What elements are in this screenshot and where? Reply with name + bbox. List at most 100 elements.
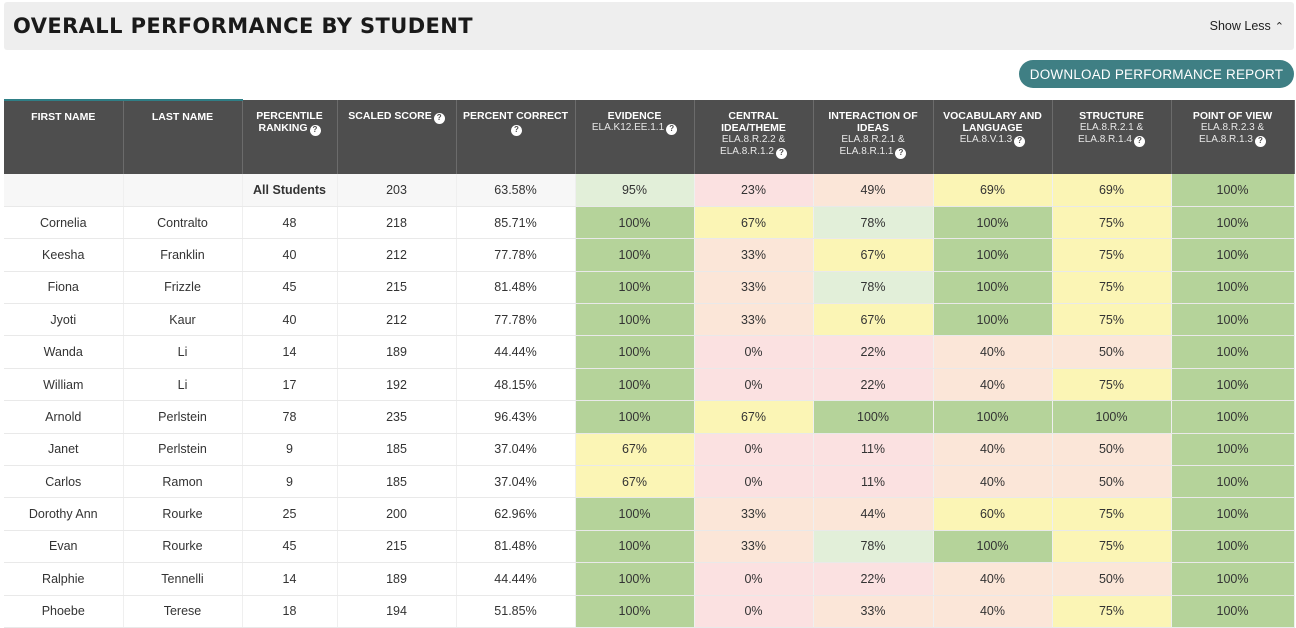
column-header[interactable]: VOCABULARY AND LANGUAGE ELA.8.V.1.3?	[933, 100, 1053, 174]
skill-score-cell: 100%	[1171, 271, 1295, 305]
first-name-cell[interactable]: Phoebe	[4, 595, 124, 628]
scaled-score-cell: 200	[337, 497, 457, 531]
column-header[interactable]: LAST NAME	[123, 99, 243, 174]
skill-score-cell: 100%	[1171, 206, 1295, 240]
first-name-cell[interactable]: William	[4, 368, 124, 402]
download-report-button[interactable]: DOWNLOAD PERFORMANCE REPORT	[1019, 60, 1294, 88]
last-name-cell[interactable]: Kaur	[123, 303, 243, 337]
column-header-label: CENTRAL IDEA/THEME	[721, 110, 786, 134]
skill-score-cell: 100%	[575, 206, 695, 240]
help-icon[interactable]: ?	[309, 124, 321, 136]
help-icon[interactable]: ?	[666, 123, 678, 135]
skill-score-cell: 22%	[813, 335, 934, 369]
column-header-label: POINT OF VIEW	[1192, 110, 1273, 122]
last-name-cell[interactable]: Contralto	[123, 206, 243, 240]
last-name-cell[interactable]: Ramon	[123, 465, 243, 499]
skill-score-cell: 100%	[575, 238, 695, 272]
column-header-standard: ELA.8.R.2.3 & ELA.8.R.1.3?	[1199, 122, 1266, 147]
last-name-cell[interactable]: Terese	[123, 595, 243, 628]
first-name-cell[interactable]: Fiona	[4, 271, 124, 305]
percentile-cell: 14	[242, 335, 338, 369]
scaled-score-cell: 235	[337, 400, 457, 434]
show-less-toggle[interactable]: Show Less ⌃	[1210, 19, 1284, 33]
last-name-cell[interactable]: Franklin	[123, 238, 243, 272]
skill-score-cell: 23%	[694, 174, 814, 207]
skill-score-cell: 33%	[694, 303, 814, 337]
first-name-cell[interactable]: Cornelia	[4, 206, 124, 240]
column-header[interactable]: FIRST NAME	[4, 99, 124, 174]
column-header-standard: ELA.8.R.2.2 & ELA.8.R.1.2?	[720, 134, 787, 159]
last-name-cell[interactable]: Rourke	[123, 497, 243, 531]
help-icon[interactable]: ?	[433, 112, 445, 124]
first-name-cell[interactable]: Evan	[4, 530, 124, 564]
skill-score-cell: 69%	[1052, 174, 1172, 207]
help-icon[interactable]: ?	[775, 147, 787, 159]
scaled-score-cell: 203	[337, 174, 457, 207]
column-header[interactable]: PERCENTILE RANKING?	[242, 100, 338, 174]
percent-correct-cell: 77.78%	[456, 303, 576, 337]
column-header[interactable]: SCALED SCORE?	[337, 100, 457, 174]
percent-correct-cell: 44.44%	[456, 562, 576, 596]
skill-score-cell: 40%	[933, 335, 1053, 369]
skill-score-cell: 75%	[1052, 206, 1172, 240]
last-name-cell[interactable]: Tennelli	[123, 562, 243, 596]
percent-correct-cell: 37.04%	[456, 433, 576, 467]
percentile-cell: 40	[242, 238, 338, 272]
last-name-cell[interactable]: Perlstein	[123, 400, 243, 434]
skill-score-cell: 69%	[933, 174, 1053, 207]
skill-score-cell: 67%	[813, 303, 934, 337]
skill-score-cell: 67%	[813, 238, 934, 272]
skill-score-cell: 50%	[1052, 335, 1172, 369]
help-icon[interactable]: ?	[895, 147, 907, 159]
first-name-cell[interactable]: Dorothy Ann	[4, 497, 124, 531]
percentile-cell: 40	[242, 303, 338, 337]
skill-score-cell: 33%	[694, 530, 814, 564]
scaled-score-cell: 218	[337, 206, 457, 240]
help-icon[interactable]: ?	[511, 124, 522, 136]
skill-score-cell: 100%	[933, 400, 1053, 434]
column-header[interactable]: INTERACTION OF IDEAS ELA.8.R.2.1 & ELA.8.…	[813, 100, 934, 174]
summary-row: All Students 203 63.58% 95% 23% 49% 69% 69% 100%	[4, 174, 1295, 207]
last-name-cell[interactable]: Frizzle	[123, 271, 243, 305]
percentile-cell: 9	[242, 465, 338, 499]
column-header[interactable]: EVIDENCE ELA.K12.EE.1.1?	[575, 100, 695, 174]
last-name-cell[interactable]: Rourke	[123, 530, 243, 564]
help-icon[interactable]: ?	[1254, 135, 1266, 147]
chevron-up-icon: ⌃	[1274, 20, 1284, 33]
last-name-cell[interactable]: Li	[123, 335, 243, 369]
first-name-cell[interactable]: Janet	[4, 433, 124, 467]
table-row: William Li 17 192 48.15% 100% 0% 22% 40% 75% 100%	[4, 368, 1295, 402]
help-icon[interactable]: ?	[1133, 135, 1145, 147]
skill-score-cell: 11%	[813, 433, 934, 467]
skill-score-cell: 95%	[575, 174, 695, 207]
skill-score-cell: 100%	[575, 303, 695, 337]
first-name-cell[interactable]: Wanda	[4, 335, 124, 369]
table-row: Cornelia Contralto 48 218 85.71% 100% 67% 78% 10…	[4, 206, 1295, 240]
skill-score-cell: 50%	[1052, 562, 1172, 596]
first-name-cell[interactable]: Carlos	[4, 465, 124, 499]
skill-score-cell: 40%	[933, 433, 1053, 467]
skill-score-cell: 44%	[813, 497, 934, 531]
column-header[interactable]: POINT OF VIEW ELA.8.R.2.3 & ELA.8.R.1.3?	[1171, 100, 1295, 174]
first-name-cell[interactable]: Arnold	[4, 400, 124, 434]
skill-score-cell: 50%	[1052, 465, 1172, 499]
first-name-cell[interactable]: Keesha	[4, 238, 124, 272]
column-header[interactable]: STRUCTURE ELA.8.R.2.1 & ELA.8.R.1.4?	[1052, 100, 1172, 174]
skill-score-cell: 67%	[694, 206, 814, 240]
skill-score-cell: 78%	[813, 530, 934, 564]
last-name-cell[interactable]: Perlstein	[123, 433, 243, 467]
table-row: Jyoti Kaur 40 212 77.78% 100% 33% 67% 100% 75% 100…	[4, 303, 1295, 337]
column-header[interactable]: PERCENT CORRECT?	[456, 100, 576, 174]
percent-correct-cell: 62.96%	[456, 497, 576, 531]
first-name-cell[interactable]: Ralphie	[4, 562, 124, 596]
table-row: Arnold Perlstein 78 235 96.43% 100% 67% 100% 100…	[4, 400, 1295, 434]
column-header-standard: ELA.8.R.2.1 & ELA.8.R.1.1?	[839, 134, 907, 159]
percentile-cell: 25	[242, 497, 338, 531]
last-name-cell[interactable]: Li	[123, 368, 243, 402]
percent-correct-cell: 51.85%	[456, 595, 576, 628]
skill-score-cell: 50%	[1052, 433, 1172, 467]
help-icon[interactable]: ?	[1014, 135, 1026, 147]
first-name-cell[interactable]: Jyoti	[4, 303, 124, 337]
skill-score-cell: 33%	[813, 595, 934, 628]
column-header[interactable]: CENTRAL IDEA/THEME ELA.8.R.2.2 & ELA.8.R.…	[694, 100, 814, 174]
